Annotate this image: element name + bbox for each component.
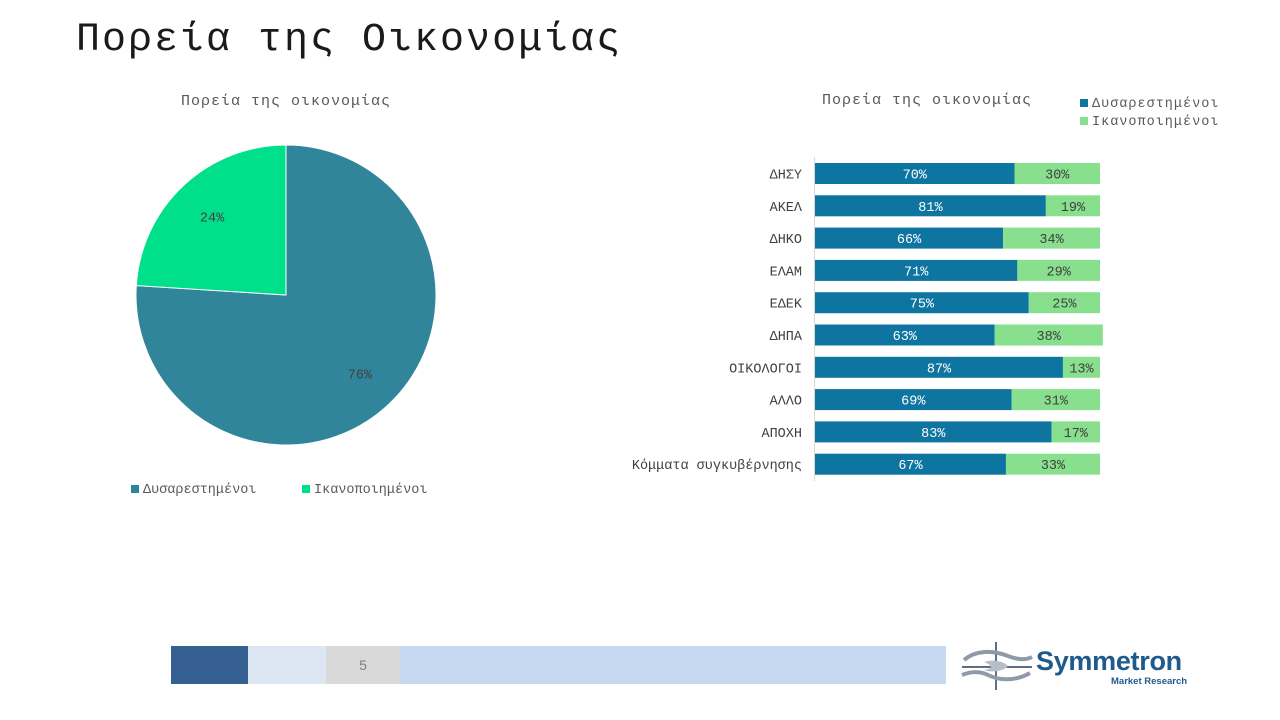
bar-label-dissatisfied: 70% — [903, 169, 928, 184]
category-label: ΑΠΟΧΗ — [761, 427, 802, 442]
legend-swatch-dissatisfied — [131, 485, 139, 493]
brand-tagline: Market Research — [1111, 676, 1188, 687]
bar-row: 71% 29% — [815, 259, 1100, 281]
stacked-bar-chart: Πορεία της οικονομίας Δυσαρεστημένοι Ικα… — [632, 92, 1219, 481]
category-label: ΟΙΚΟΛΟΓΟΙ — [729, 362, 802, 377]
bar-segment-dissatisfied — [815, 163, 1015, 184]
category-label: Κόμματα συγκυβέρνησης — [632, 459, 802, 474]
bar-row: 87% 13% — [815, 356, 1100, 378]
bar-segment-satisfied — [1003, 227, 1100, 249]
pie-slice-dissatisfied — [135, 144, 437, 446]
legend-label-satisfied: Ικανοποιημένοι — [314, 483, 427, 498]
bar-segment-satisfied — [1014, 163, 1100, 184]
pie-data-labels: 76% 24% — [200, 211, 373, 383]
bar-label-dissatisfied: 66% — [897, 233, 922, 248]
pie-label-dissatisfied: 76% — [348, 369, 373, 384]
bar-chart-title: Πορεία της οικονομίας — [822, 92, 1032, 109]
bar-label-satisfied: 19% — [1061, 201, 1086, 216]
bar-segment-dissatisfied — [815, 227, 1004, 249]
category-labels: ΔΗΣΥ ΑΚΕΛ ΔΗΚΟ ΕΛΑΜ ΕΔΕΚ ΔΗΠΑ ΟΙΚΟΛΟΓΟΙ ΑΛΛΟ ΑΠΟ… — [632, 169, 803, 475]
bar-label-dissatisfied: 87% — [927, 362, 952, 377]
pie-label-satisfied: 24% — [200, 211, 225, 226]
category-label: ΔΗΠΑ — [770, 330, 803, 345]
legend-swatch-dissatisfied — [1080, 99, 1088, 107]
bar-segment-satisfied — [1028, 292, 1100, 314]
bar-segment-satisfied — [1051, 421, 1100, 443]
category-label: ΕΔΕΚ — [770, 298, 803, 313]
bar-rows: 70% 30% 81% 19% 66% 34% 71% 29% 75% 25% 63% 38% 87% 1… — [815, 163, 1103, 475]
footer-accent-light — [248, 646, 326, 684]
pie-slices — [135, 144, 437, 446]
legend-swatch-satisfied — [1080, 117, 1088, 125]
category-label: ΔΗΣΥ — [770, 169, 802, 184]
bar-label-satisfied: 17% — [1064, 427, 1089, 442]
bar-label-dissatisfied: 81% — [918, 201, 943, 216]
bar-label-dissatisfied: 83% — [921, 427, 946, 442]
bar-segment-dissatisfied — [815, 453, 1006, 475]
footer-bar — [400, 646, 946, 684]
bar-segment-dissatisfied — [815, 389, 1012, 411]
legend-label-dissatisfied: Δυσαρεστημένοι — [1092, 97, 1219, 112]
bar-label-satisfied: 29% — [1047, 265, 1072, 280]
pie-chart: Πορεία της οικονομίας 76% 24% Δυσαρεστημέ… — [131, 93, 437, 498]
bar-segment-dissatisfied — [815, 195, 1046, 217]
bar-label-dissatisfied: 67% — [898, 459, 923, 474]
symmetron-logo-icon — [961, 642, 1033, 690]
bar-row: 81% 19% — [815, 195, 1100, 217]
bar-segment-dissatisfied — [815, 259, 1018, 281]
slide-title: Πορεία της Οικονομίας — [76, 18, 623, 63]
bar-row: 83% 17% — [815, 421, 1100, 443]
bar-segment-dissatisfied — [815, 292, 1029, 314]
bar-legend: Δυσαρεστημένοι Ικανοποιημένοι — [1080, 97, 1219, 130]
category-label: ΔΗΚΟ — [770, 233, 802, 248]
bar-label-satisfied: 25% — [1052, 298, 1077, 313]
bar-row: 66% 34% — [815, 227, 1100, 249]
pie-legend: Δυσαρεστημένοι Ικανοποιημένοι — [131, 483, 427, 498]
bar-label-satisfied: 33% — [1041, 459, 1066, 474]
bar-label-satisfied: 13% — [1069, 362, 1094, 377]
bar-row: 70% 30% — [815, 163, 1100, 184]
pie-chart-title: Πορεία της οικονομίας — [181, 93, 391, 110]
bar-label-satisfied: 30% — [1045, 169, 1070, 184]
bar-label-satisfied: 31% — [1044, 395, 1069, 410]
footer-accent-dark — [171, 646, 248, 684]
bar-row: 69% 31% — [815, 389, 1100, 411]
bar-segment-satisfied — [1011, 389, 1100, 411]
category-label: ΑΚΕΛ — [770, 201, 803, 216]
bar-label-dissatisfied: 69% — [901, 395, 926, 410]
bar-segment-dissatisfied — [815, 324, 995, 346]
bar-label-dissatisfied: 63% — [893, 330, 918, 345]
pie-slice-satisfied — [135, 144, 287, 296]
symmetron-logo: Symmetron Market Research — [958, 640, 1198, 692]
page-number: 5 — [326, 646, 400, 684]
legend-label-satisfied: Ικανοποιημένοι — [1092, 115, 1219, 130]
bar-row: 63% 38% — [815, 324, 1103, 346]
bar-segment-satisfied — [994, 324, 1103, 346]
bar-segment-satisfied — [1045, 195, 1100, 217]
bar-label-dissatisfied: 71% — [904, 265, 929, 280]
bar-segment-dissatisfied — [815, 421, 1052, 443]
legend-swatch-satisfied — [302, 485, 310, 493]
bar-segment-dissatisfied — [815, 356, 1063, 378]
bar-segment-satisfied — [1062, 356, 1100, 378]
category-label: ΑΛΛΟ — [770, 395, 802, 410]
category-label: ΕΛΑΜ — [770, 265, 802, 280]
brand-name: Symmetron — [1036, 646, 1182, 676]
bar-label-satisfied: 38% — [1037, 330, 1062, 345]
legend-label-dissatisfied: Δυσαρεστημένοι — [143, 483, 256, 498]
bar-segment-satisfied — [1017, 259, 1100, 281]
bar-row: 75% 25% — [815, 292, 1100, 314]
bar-label-dissatisfied: 75% — [910, 298, 935, 313]
bar-row: 67% 33% — [815, 453, 1100, 475]
bar-label-satisfied: 34% — [1039, 233, 1064, 248]
bar-segment-satisfied — [1005, 453, 1100, 475]
